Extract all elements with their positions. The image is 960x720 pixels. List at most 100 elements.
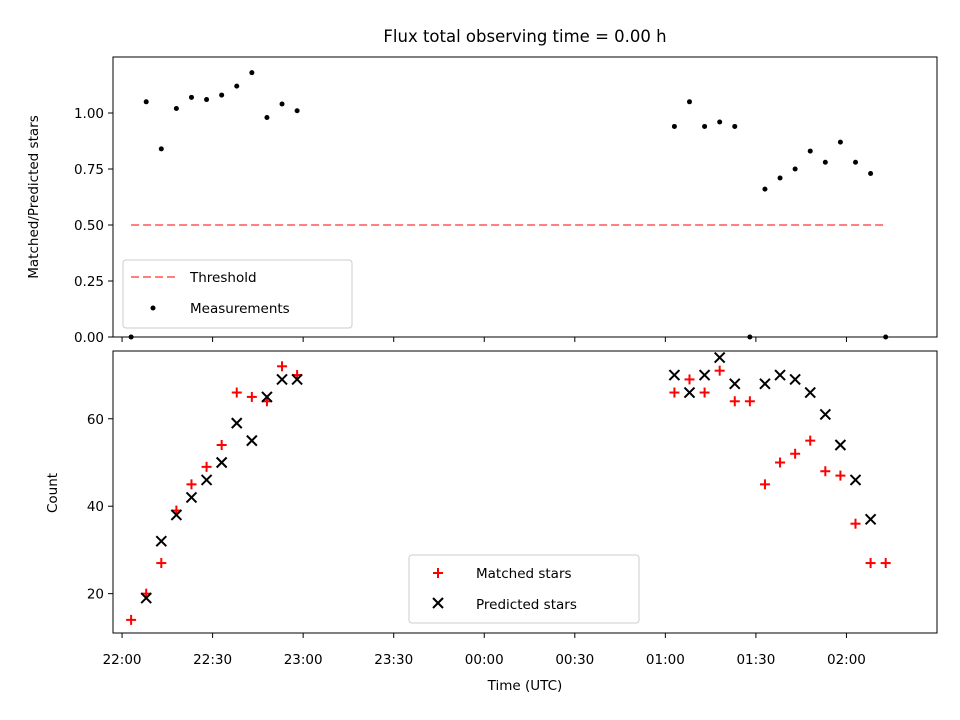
bottom-xtick-label: 23:30	[374, 652, 413, 668]
predicted-star-d2	[231, 417, 243, 429]
predicted-star-point	[819, 408, 832, 421]
predicted-star-d2	[849, 474, 862, 486]
measurement-point	[807, 148, 813, 154]
predicted-star-d2	[170, 509, 183, 521]
predicted-star-point	[713, 351, 726, 364]
predicted-star-d2	[834, 439, 847, 451]
bottom-xtick-label: 01:30	[736, 652, 775, 668]
predicted-star-point	[215, 456, 228, 469]
predicted-star-d2	[215, 456, 228, 469]
measurement-point	[234, 83, 240, 89]
predicted-star-point	[276, 373, 288, 386]
matched-star-point	[231, 387, 242, 398]
predicted-star-d2	[276, 373, 288, 386]
bottom-legend: Matched stars Predicted stars	[408, 554, 640, 624]
measurement-point	[686, 99, 692, 105]
measurement-point	[822, 159, 828, 165]
predicted-star-point	[864, 513, 877, 526]
predicted-star-d2	[774, 369, 786, 381]
measurement-point	[837, 139, 843, 145]
legend-matched-swatch	[433, 568, 443, 578]
matched-star-point	[699, 387, 710, 398]
bottom-ytick-label: 40	[87, 499, 104, 515]
bottom-xtick-label: 01:00	[646, 652, 685, 668]
bottom-ytick-label: 20	[87, 587, 104, 603]
predicted-star-point	[759, 378, 771, 390]
predicted-star-d2	[140, 592, 152, 604]
top-axes-frame	[112, 56, 938, 338]
predicted-star-d2	[668, 369, 681, 381]
predicted-star-point	[849, 474, 862, 486]
top-ytick-label: 0.50	[74, 218, 104, 234]
predicted-star-point	[140, 592, 152, 604]
matched-star-point	[201, 461, 212, 472]
bottom-xtick-label: 02:00	[827, 652, 866, 668]
measurement-point	[792, 166, 798, 172]
predicted-star-d2	[683, 386, 696, 399]
measurement-point	[777, 175, 783, 181]
matched-star-point	[744, 396, 755, 407]
top-ticks: 0.00 0.25 0.50 0.75 1.00	[74, 106, 847, 346]
bottom-xtick-label: 22:00	[103, 652, 142, 668]
predicted-star-d2	[759, 378, 771, 390]
top-legend-box	[122, 259, 353, 329]
measurement-point	[188, 94, 194, 100]
measurement-points	[128, 70, 889, 340]
matched-star-point	[216, 440, 227, 450]
predicted-star-point	[729, 378, 741, 390]
predicted-star-point	[246, 434, 258, 447]
predicted-star-point	[200, 474, 213, 486]
predicted-star-point	[834, 439, 847, 451]
predicted-star-d2	[155, 535, 168, 547]
predicted-star-point	[291, 373, 303, 386]
matched-star-point	[729, 396, 740, 407]
matched-star-point	[775, 457, 786, 468]
legend-measurements-swatch	[150, 305, 156, 311]
matched-star-point	[790, 448, 801, 459]
predicted-star-point	[231, 417, 243, 429]
measurement-point	[249, 70, 255, 76]
predicted-star-d2	[200, 474, 213, 486]
count-points	[126, 351, 891, 625]
bottom-xlabel: Time (UTC)	[487, 678, 563, 694]
matched-star-point	[246, 391, 257, 402]
top-ytick-label: 0.25	[74, 274, 104, 290]
predicted-star-d2	[698, 369, 711, 381]
predicted-star-d2	[246, 434, 258, 447]
measurement-point	[702, 123, 708, 129]
predicted-star-point	[789, 373, 801, 386]
measurement-point	[762, 186, 768, 192]
predicted-star-point	[698, 369, 711, 381]
matched-star-point	[805, 435, 816, 446]
legend-matched-label: Matched stars	[476, 566, 572, 582]
measurement-point	[868, 170, 874, 176]
predicted-star-point	[683, 386, 696, 399]
top-panel: Flux total observing time = 0.00 h Match…	[26, 27, 938, 346]
bottom-ticks: 20 40 60 22:00 22:30 23:00 23:30 00:00 00:30 01:0…	[87, 412, 866, 668]
matched-star-point	[820, 466, 831, 477]
predicted-star-d2	[819, 408, 832, 421]
predicted-star-point	[170, 509, 183, 521]
legend-predicted-swatch	[432, 597, 444, 609]
predicted-star-d2	[864, 513, 877, 526]
predicted-star-d2	[713, 351, 726, 364]
predicted-star-point	[774, 369, 786, 381]
matched-star-point	[126, 614, 137, 625]
matched-star-point	[865, 558, 876, 569]
matched-star-point	[277, 361, 288, 372]
measurement-point	[173, 106, 179, 112]
top-legend: Threshold Measurements	[122, 259, 353, 329]
top-ytick-label: 1.00	[74, 106, 104, 122]
matched-star-point	[684, 374, 695, 385]
bottom-ylabel: Count	[45, 473, 61, 513]
predicted-star-d2	[804, 386, 816, 399]
top-ytick-label: 0.75	[74, 162, 104, 178]
legend-predicted-label: Predicted stars	[476, 597, 577, 613]
predicted-star-d2	[291, 373, 303, 386]
matched-star-point	[850, 518, 861, 529]
measurement-point	[158, 146, 164, 152]
measurement-point	[294, 108, 300, 114]
predicted-star-point	[155, 535, 168, 547]
predicted-star-d2	[729, 378, 741, 390]
